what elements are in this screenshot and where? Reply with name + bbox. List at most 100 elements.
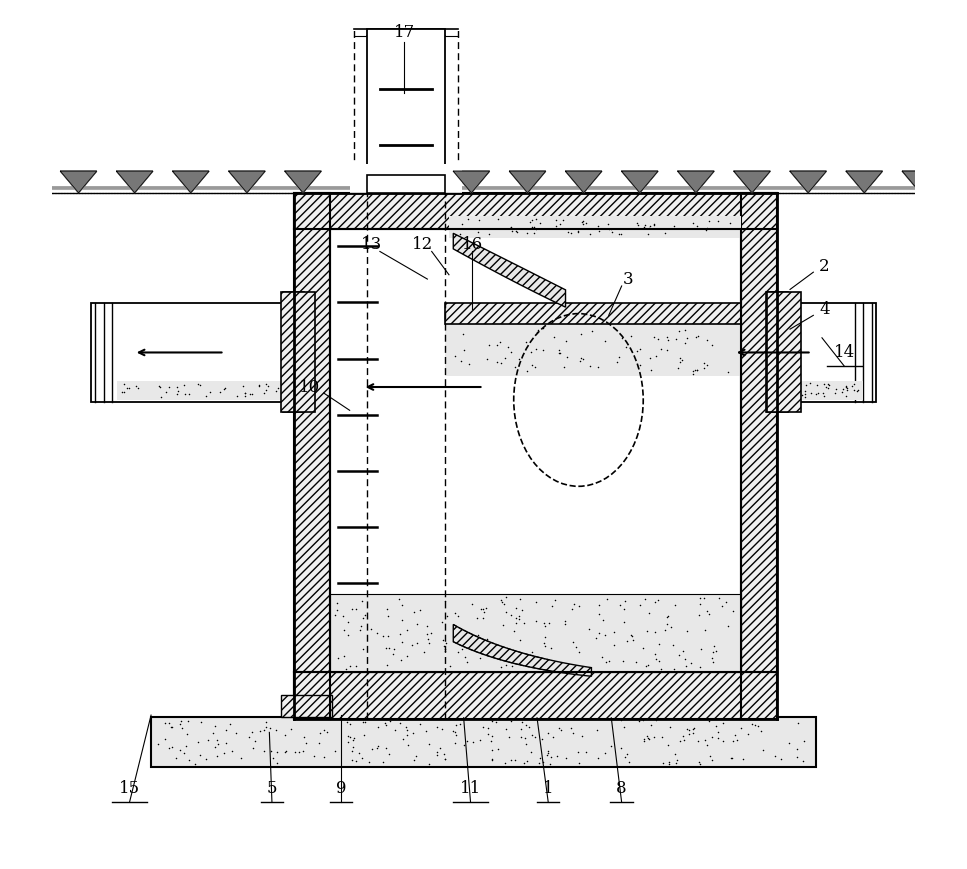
Point: [666, 662, 682, 676]
Point: [574, 729, 590, 743]
Point: [528, 652, 543, 666]
Point: [592, 626, 607, 640]
Point: [370, 739, 386, 753]
Point: [838, 389, 854, 403]
Point: [164, 720, 180, 733]
Point: [453, 717, 468, 731]
Point: [620, 634, 635, 648]
Point: [490, 213, 506, 227]
Point: [380, 602, 396, 616]
Point: [278, 744, 294, 758]
Point: [509, 223, 524, 237]
Point: [404, 638, 420, 652]
Point: [702, 749, 718, 763]
Point: [152, 379, 167, 393]
Point: [689, 219, 705, 233]
Point: [591, 224, 606, 238]
Point: [169, 380, 185, 394]
Point: [609, 355, 625, 369]
Point: [797, 384, 812, 398]
Point: [399, 723, 415, 737]
Point: [810, 386, 826, 400]
Point: [671, 648, 687, 662]
Point: [537, 630, 552, 644]
Point: [395, 598, 410, 612]
Point: [316, 751, 332, 765]
Point: [625, 633, 640, 647]
Point: [753, 725, 769, 739]
Point: [532, 216, 547, 230]
Polygon shape: [229, 171, 265, 193]
Point: [217, 381, 232, 395]
Point: [245, 725, 260, 739]
Point: [494, 595, 510, 609]
Point: [524, 746, 540, 760]
Point: [177, 379, 192, 393]
Point: [827, 386, 842, 400]
Point: [158, 733, 173, 746]
Point: [835, 382, 851, 396]
Point: [639, 729, 655, 743]
Point: [723, 751, 739, 765]
Point: [649, 713, 664, 726]
Point: [517, 656, 533, 670]
Point: [514, 715, 530, 729]
Point: [159, 386, 174, 400]
Point: [287, 745, 303, 759]
Bar: [91, 302, 294, 402]
Point: [517, 732, 533, 746]
Point: [422, 757, 437, 771]
Point: [271, 381, 286, 395]
Point: [179, 740, 194, 753]
Point: [327, 607, 342, 621]
Point: [682, 723, 697, 737]
Point: [528, 222, 543, 236]
Point: [339, 714, 355, 728]
Text: 5: 5: [267, 780, 278, 797]
Point: [518, 718, 534, 732]
Point: [809, 378, 825, 392]
Point: [684, 656, 699, 670]
Point: [643, 718, 659, 732]
Point: [617, 750, 632, 764]
Point: [647, 647, 662, 661]
Bar: [282, 293, 305, 413]
Point: [624, 328, 639, 342]
Polygon shape: [846, 171, 883, 193]
Point: [615, 653, 630, 667]
Point: [689, 362, 705, 376]
Point: [412, 603, 427, 617]
Point: [601, 222, 617, 235]
Bar: [766, 293, 788, 413]
Point: [331, 651, 346, 665]
Point: [174, 721, 190, 735]
Point: [474, 602, 489, 616]
Point: [528, 212, 543, 226]
Point: [349, 602, 365, 616]
Point: [531, 756, 546, 770]
Point: [509, 616, 524, 630]
Point: [672, 351, 688, 365]
Point: [222, 717, 238, 731]
Point: [785, 376, 801, 390]
Point: [662, 720, 678, 733]
Point: [354, 594, 369, 608]
Point: [590, 219, 605, 233]
Point: [457, 650, 473, 664]
Point: [357, 608, 372, 622]
Point: [453, 625, 468, 639]
Point: [555, 213, 571, 227]
Point: [686, 364, 701, 378]
Point: [619, 747, 634, 761]
Point: [578, 745, 594, 759]
Point: [541, 746, 556, 760]
Point: [551, 343, 567, 357]
Point: [600, 217, 615, 231]
Point: [210, 738, 225, 752]
Point: [200, 733, 216, 746]
Point: [559, 752, 574, 766]
Point: [161, 717, 177, 731]
Point: [434, 614, 450, 628]
Point: [699, 221, 715, 235]
Point: [638, 660, 654, 673]
